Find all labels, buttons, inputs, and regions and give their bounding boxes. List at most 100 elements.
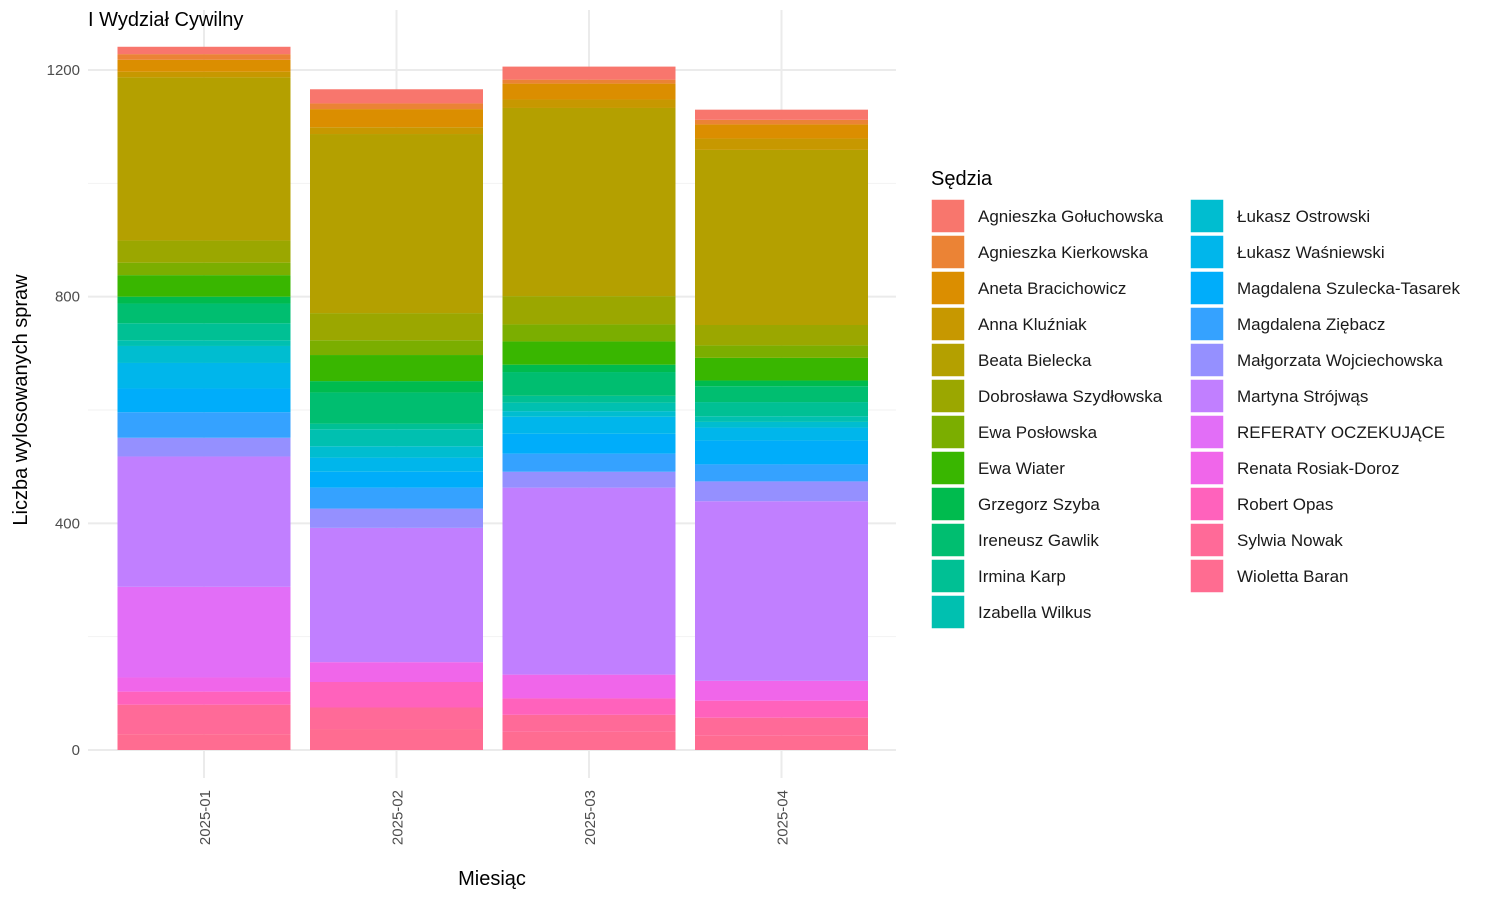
bar-segment: [502, 66, 676, 80]
bar-segment: [502, 416, 676, 434]
legend-label: Dobrosława Szydłowska: [978, 387, 1163, 406]
bar-segment: [502, 453, 676, 472]
bar-segment: [117, 345, 291, 363]
bar-segment: [117, 586, 291, 678]
legend-label: Agnieszka Kierkowska: [978, 243, 1149, 262]
bar-segment: [310, 729, 483, 750]
bar-segment: [117, 734, 291, 750]
legend-key: [1189, 414, 1225, 450]
bar-segment: [117, 46, 291, 55]
bar-segment: [695, 481, 868, 502]
bar-segment: [502, 99, 676, 108]
x-tick-label: 2025-02: [390, 790, 407, 845]
bar-segment: [502, 411, 676, 417]
bar-segment: [310, 429, 483, 447]
legend-key: [1189, 306, 1225, 342]
bar-segment: [695, 149, 868, 325]
legend-label: Robert Opas: [1237, 495, 1333, 514]
bar-segment: [310, 527, 483, 663]
legend-key: [1189, 234, 1225, 270]
x-tick-label: 2025-03: [582, 790, 599, 845]
bar-segment: [117, 54, 291, 60]
legend-label: Izabella Wilkus: [978, 603, 1091, 622]
bar-segment: [502, 372, 676, 396]
bar-segment: [502, 674, 676, 699]
bar-segment: [117, 323, 291, 341]
x-tick-label: 2025-04: [775, 790, 792, 845]
legend-label: Irmina Karp: [978, 567, 1066, 586]
bar-segment: [117, 296, 291, 304]
bar-segment: [310, 109, 483, 128]
legend-key: [930, 270, 966, 306]
x-axis-title: Miesiąc: [458, 868, 526, 890]
bar-segment: [695, 380, 868, 387]
bar-segment: [310, 423, 483, 430]
bar-segment: [310, 89, 483, 104]
bar-segment: [502, 402, 676, 412]
legend-key: [1189, 270, 1225, 306]
legend-label: Magdalena Ziębacz: [1237, 315, 1385, 334]
bar-segment: [695, 440, 868, 465]
legend-label: Ewa Wiater: [978, 459, 1065, 478]
bar-segment: [695, 386, 868, 403]
axes: 0 400 800 1200 2025-01 2025-02 2025-03 2025-04: [47, 62, 792, 845]
legend-key: [930, 450, 966, 486]
legend-label: Ewa Posłowska: [978, 423, 1098, 442]
legend-label: Beata Bielecka: [978, 351, 1092, 370]
bar-segment: [117, 388, 291, 413]
legend-label: Renata Rosiak-Doroz: [1237, 459, 1400, 478]
bar-segment: [310, 103, 483, 110]
bar-segment: [310, 682, 483, 708]
bar-segment: [695, 124, 868, 139]
bar-segment: [117, 691, 291, 705]
legend-key: [930, 234, 966, 270]
legend-key: [1189, 342, 1225, 378]
bar-segment: [502, 364, 676, 373]
bar-segment: [310, 381, 483, 393]
bar-segment: [117, 77, 291, 241]
legend-label: REFERATY OCZEKUJĄCE: [1237, 423, 1445, 442]
bar-segment: [502, 341, 676, 365]
bar-segment: [695, 421, 868, 428]
y-tick-label: 400: [55, 515, 80, 532]
bar-segment: [117, 59, 291, 72]
bar-segment: [310, 127, 483, 135]
legend-key: [930, 378, 966, 414]
legend-key: [930, 486, 966, 522]
y-tick-label: 0: [72, 742, 80, 759]
bar-segment: [695, 700, 868, 718]
bar-segment: [502, 731, 676, 750]
bar-segment: [695, 735, 868, 750]
bar-segment: [502, 107, 676, 297]
legend-label: Grzegorz Szyba: [978, 495, 1100, 514]
x-tick-label: 2025-01: [197, 790, 214, 845]
y-tick-label: 1200: [47, 62, 80, 79]
bar-segment: [695, 109, 868, 120]
bar-segment: [310, 355, 483, 382]
legend-key: [1189, 486, 1225, 522]
y-axis-title: Liczba wylosowanych spraw: [10, 274, 32, 526]
legend: Sędzia Agnieszka Gołuchowska Agnieszka Ki…: [930, 168, 1461, 630]
bar-segment: [117, 262, 291, 276]
legend-label: Magdalena Szulecka-Tasarek: [1237, 279, 1461, 298]
bar-segment: [502, 395, 676, 403]
legend-key: [930, 522, 966, 558]
bar-segment: [117, 340, 291, 346]
legend-label: Małgorzata Wojciechowska: [1237, 351, 1443, 370]
bar-segment: [502, 79, 676, 84]
bar-segment: [117, 240, 291, 263]
bar-segment: [310, 392, 483, 424]
bar-segment: [310, 508, 483, 528]
legend-key: [1189, 378, 1225, 414]
bar-segment: [310, 471, 483, 488]
chart-title: I Wydział Cywilny: [88, 9, 243, 31]
bar-segment: [117, 456, 291, 587]
y-tick-label: 800: [55, 289, 80, 306]
bar-segment: [502, 83, 676, 100]
bar-segment: [695, 464, 868, 482]
legend-key: [930, 414, 966, 450]
bar-segment: [695, 119, 868, 125]
bar-segment: [502, 433, 676, 454]
legend-label: Martyna Strójwąs: [1237, 387, 1368, 406]
